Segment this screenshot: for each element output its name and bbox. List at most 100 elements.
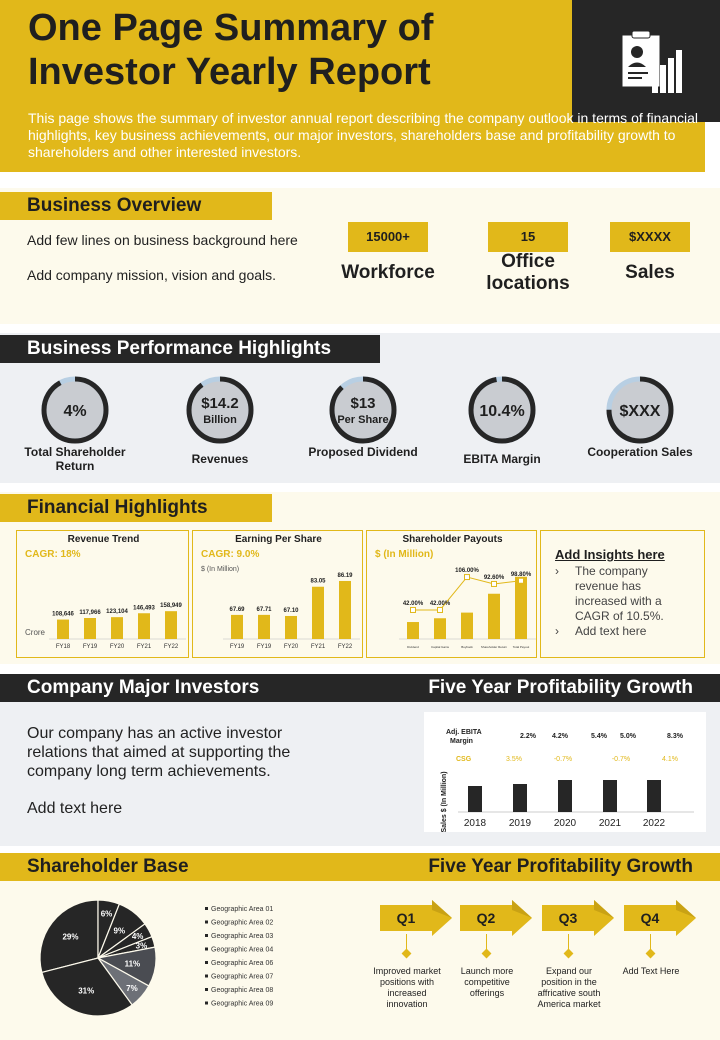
chart-line-label: 106.00%: [455, 568, 479, 574]
insight-item: › The company revenue has increased with…: [555, 564, 690, 624]
arrow-shade: [676, 900, 696, 918]
quarter-marker: [645, 948, 656, 959]
chart-line-label: 98.80%: [511, 572, 532, 578]
legend-marker: [205, 907, 208, 910]
chart-bar: [231, 614, 243, 639]
chart-data-label: 86.19: [337, 573, 353, 579]
investors-bar: [0, 674, 720, 702]
chart-category-label: FY22: [164, 644, 179, 650]
legend-marker: [205, 988, 208, 991]
chart-category-label: Dividend: [407, 645, 419, 649]
chart-category-label: Buyback: [461, 645, 473, 649]
pie-slice: [41, 957, 133, 1017]
workforce-value: 15000+: [348, 222, 428, 252]
legend-item: Geographic Area 03: [211, 933, 273, 940]
chart-data-label: 67.10: [283, 608, 299, 614]
arrow-shape: [542, 900, 614, 936]
insights-card: Add Insights here › The company revenue …: [540, 530, 705, 658]
kpi-circle: 4%: [39, 374, 111, 446]
profitability-chart: Adj. EBITA Margin 2.2% 4.2% 5.4% 5.0% 8.3% CSG 3…: [441, 729, 694, 833]
chart-category-label: FY19: [83, 644, 98, 650]
legend-marker: [205, 947, 208, 951]
chart-bar: [258, 614, 270, 639]
quarter-text: Launch more competitive offerings: [460, 966, 514, 998]
shareholder-bar: [0, 853, 720, 881]
office-label: Office locations: [486, 251, 570, 294]
legend-marker: [205, 961, 208, 964]
chart-category-label: 2019: [509, 818, 532, 829]
kpi-label: Total Shareholder Return: [24, 445, 126, 473]
payouts-card: Shareholder Payouts $ (In Million) Dividen…: [366, 530, 537, 658]
row2-value: 4.1%: [662, 756, 678, 763]
row1-value: 5.4%: [591, 733, 608, 740]
insights-title: Add Insights here: [555, 547, 665, 562]
chart-title: Shareholder Payouts: [402, 534, 502, 545]
chart-bar: [165, 611, 177, 639]
kpi-label: EBITA Margin: [463, 452, 541, 466]
quarter-text: Improved market positions with increased…: [373, 966, 441, 1009]
quarter-label: Q4: [641, 910, 660, 926]
legend-item: Geographic Area 04: [211, 947, 273, 954]
insight-item: › Add text here: [555, 624, 647, 638]
chart-bar: [339, 580, 351, 639]
kpi-sub: Per Share: [337, 414, 388, 426]
row2-value: -0.7%: [554, 756, 572, 763]
chart-data-label: 158,949: [160, 603, 182, 609]
chart-data-label: 67.69: [229, 607, 245, 613]
row1-value: 8.3%: [667, 733, 684, 740]
performance-kpis: 4% Total Shareholder Return $14.2 Billion Re…: [0, 372, 720, 482]
shareholder-pie-chart: 29% 6%9% 4%3% 11% 7% 31% Geographic Area 01 Geo…: [39, 899, 273, 1017]
pie-label: 4%: [132, 932, 144, 941]
arrow-shape: [460, 900, 532, 936]
kpi-value: 10.4%: [479, 403, 524, 420]
row1-label: Adj. EBITA: [446, 729, 482, 736]
chart-subtitle: CAGR: 18%: [25, 549, 81, 560]
quarter-roadmap: Q1 Improved market positions with increas…: [373, 896, 710, 1026]
legend-item: Geographic Area 07: [211, 974, 273, 981]
quarter-label: Q3: [559, 910, 578, 926]
pie-slice: [39, 899, 99, 974]
chart-line-point: [410, 606, 416, 613]
eps-card: Earning Per Share CAGR: 9.0% $ (In Million…: [192, 530, 363, 658]
chart-category-label: FY18: [56, 644, 71, 650]
legend-marker: [205, 1001, 208, 1005]
investors-text: Our company has an active investor relat…: [27, 725, 291, 780]
kpi-label: Proposed Dividend: [308, 445, 418, 459]
chart-category-label: FY21: [311, 644, 326, 650]
kpi-progress-ring: [329, 376, 397, 444]
kpi-value: 4%: [63, 403, 86, 420]
insight-text-1: The company revenue has increased with a…: [575, 564, 664, 623]
pie-label: 3%: [136, 941, 148, 950]
chart-bar: [488, 593, 500, 639]
chart-bar: [407, 622, 419, 639]
legend-item: Geographic Area 09: [211, 1001, 273, 1008]
quarter-marker: [563, 948, 574, 959]
chart-category-label: Total Payout: [513, 645, 530, 649]
header-icon-panel: [572, 0, 720, 122]
arrow-shade: [594, 900, 614, 918]
chart-bar: [515, 576, 527, 639]
chart-bar: [111, 617, 123, 639]
kpi-sub: Billion: [203, 414, 237, 426]
legend-marker: [205, 920, 208, 924]
legend-item: Geographic Area 02: [211, 920, 273, 927]
kpi-circle: $13 Per Share: [327, 374, 399, 446]
quarter-marker: [401, 948, 412, 959]
chart-category-label: Shareholder Return: [481, 645, 508, 649]
chart-category-label: FY22: [338, 644, 353, 650]
kpi-circle: $14.2 Billion: [184, 374, 256, 446]
legend-marker: [205, 934, 208, 937]
legend-item: Geographic Area 01: [211, 906, 273, 913]
chart-category-label: FY19: [257, 644, 272, 650]
kpi-progress-ring: [468, 376, 536, 444]
arrow-shade: [432, 900, 452, 918]
chart-subtitle: $ (In Million): [375, 549, 433, 560]
chart-data-label: 117,966: [79, 610, 101, 616]
legend-item: Geographic Area 08: [211, 987, 273, 994]
pie-label: 7%: [126, 984, 138, 993]
quarter-arrow: Q4: [624, 900, 696, 936]
quarter-arrow: Q1: [380, 900, 452, 936]
chart-ylabel: Sales $ (In Million): [441, 771, 448, 832]
kpi-value: $14.2: [201, 395, 239, 412]
quarter-connector: [650, 934, 651, 950]
